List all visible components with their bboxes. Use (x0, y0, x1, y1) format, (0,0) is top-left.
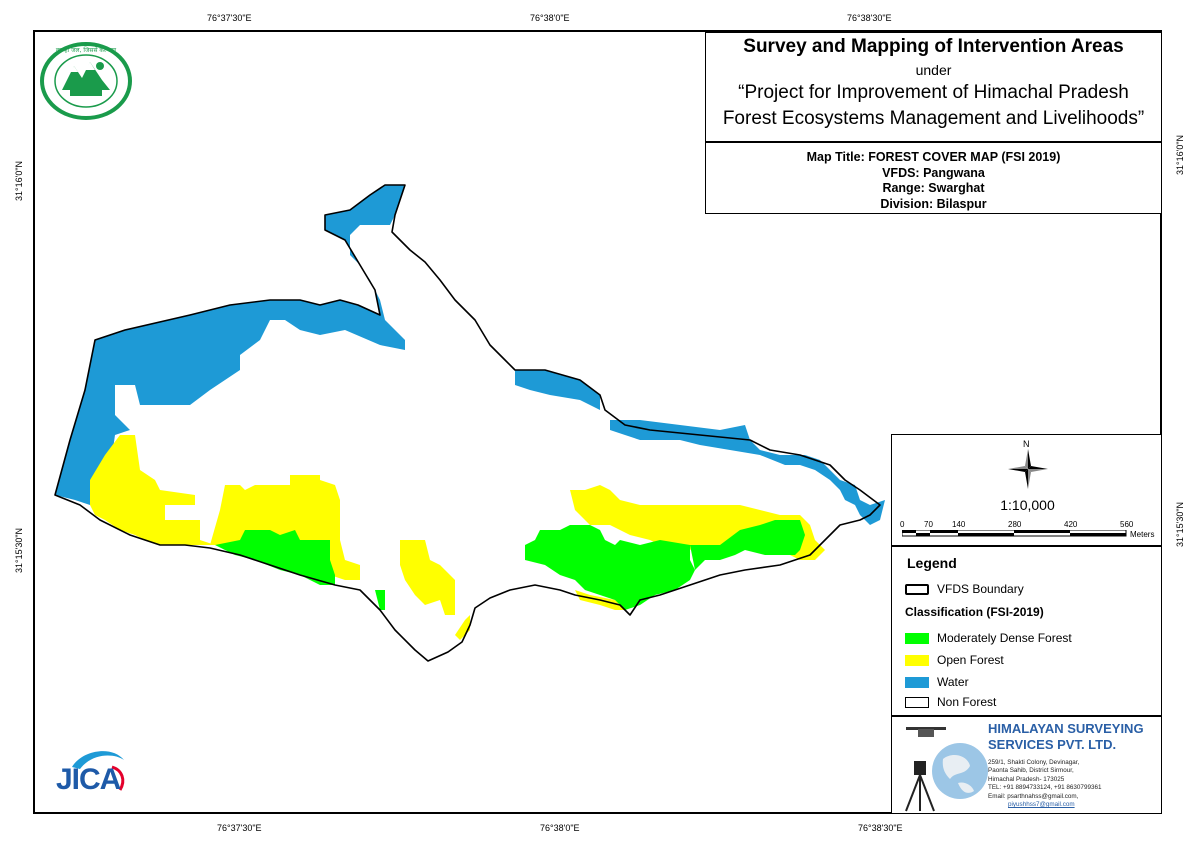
legend-label: Open Forest (937, 653, 1004, 667)
water-swatch (905, 676, 929, 688)
map-title: Map Title: FOREST COVER MAP (FSI 2019) (806, 150, 1061, 164)
vfds-boundary (54, 184, 881, 662)
boundary-swatch (905, 583, 929, 595)
north-arrow-icon (1008, 449, 1048, 489)
address-line: Paonta Sahib, District Sirmour, (988, 767, 1074, 775)
scale-bar (902, 530, 1127, 537)
division-name: Division: Bilaspur (880, 196, 987, 211)
scale-block: N 1:10,000 0 70 140 280 420 560 Meters (891, 434, 1162, 546)
north-label: N (1023, 439, 1030, 449)
moderately-dense-forest-areas (215, 520, 805, 610)
scale-tick-0: 0 (900, 520, 905, 529)
address-line: Himachal Pradesh- 173025 (988, 775, 1065, 783)
legend-label: Moderately Dense Forest (937, 631, 1072, 645)
scale-tick-280: 280 (1008, 520, 1022, 529)
company-block: HIMALAYAN SURVEYING SERVICES PVT. LTD. 2… (891, 716, 1162, 814)
map-frame (33, 30, 1162, 814)
address-line: 259/1, Shakti Colony, Devinagar, (988, 759, 1080, 766)
surveying-logo-icon (905, 727, 988, 812)
classification-title: Classification (FSI-2019) (905, 605, 1044, 619)
legend: Legend VFDS Boundary Classification (FSI… (891, 546, 1162, 716)
project-line-2: Forest Ecosystems Management and Livelih… (722, 108, 1145, 129)
jica-text: JICA (56, 763, 121, 796)
company-name-line-2: SERVICES PVT. LTD. (988, 737, 1117, 752)
address-line: TEL: +91 8894733124, +91 8630799361 (988, 784, 1102, 792)
scale-tick-420: 420 (1064, 520, 1078, 529)
legend-label: Non Forest (937, 695, 997, 709)
address-line: Email: psarthnahss@gmail.com, (988, 792, 1079, 800)
legend-label: Water (937, 675, 969, 689)
scale-unit: Meters (1130, 530, 1155, 539)
legend-item: Water (905, 675, 969, 689)
scale-ratio: 1:10,000 (1000, 497, 1055, 513)
coord-top-1: 76°37'30"E (207, 13, 252, 23)
company-name: HIMALAYAN SURVEYING SERVICES PVT. LTD. (988, 721, 1144, 753)
moderately-dense-swatch (905, 632, 929, 644)
range-name: Range: Swarghat (882, 181, 985, 195)
coord-bottom-1: 76°37'30"E (217, 823, 262, 833)
main-title: Survey and Mapping of Intervention Areas (743, 36, 1124, 57)
legend-item: Moderately Dense Forest (905, 631, 1072, 645)
emblem-text: वन ही जल, जिससे कल्याण (56, 46, 117, 54)
scale-tick-140: 140 (952, 520, 966, 529)
title-block: Survey and Mapping of Intervention Areas… (705, 32, 1162, 142)
jica-logo: JICA (52, 745, 132, 805)
legend-item: Non Forest (905, 695, 996, 709)
map-info-block: Map Title: FOREST COVER MAP (FSI 2019) V… (705, 142, 1162, 214)
water-areas (55, 185, 885, 525)
open-forest-swatch (905, 654, 929, 666)
scale-tick-70: 70 (924, 520, 933, 529)
under-text: under (915, 62, 952, 78)
project-line-1: “Project for Improvement of Himachal Pra… (738, 82, 1129, 103)
open-forest-areas (90, 435, 825, 640)
boundary-label: VFDS Boundary (937, 582, 1024, 596)
non-forest-swatch (905, 696, 929, 708)
hp-forest-emblem: वन ही जल, जिससे कल्याण (40, 42, 132, 120)
vfds-name: VFDS: Pangwana (882, 165, 985, 180)
legend-title: Legend (907, 555, 957, 571)
coord-bottom-2: 76°38'0"E (540, 823, 580, 833)
email-link[interactable]: piyushhss7@gmail.com (1008, 801, 1075, 809)
coord-top-2: 76°38'0"E (530, 13, 570, 23)
legend-item: Open Forest (905, 653, 1004, 667)
scale-tick-560: 560 (1120, 520, 1134, 529)
coord-top-3: 76°38'30"E (847, 13, 892, 23)
jica-swoosh-icon (72, 751, 125, 791)
company-name-line-1: HIMALAYAN SURVEYING (988, 721, 1144, 736)
legend-boundary-row: VFDS Boundary (905, 582, 1024, 596)
coord-bottom-3: 76°38'30"E (858, 823, 903, 833)
company-address: 259/1, Shakti Colony, Devinagar, Paonta … (988, 759, 1101, 809)
